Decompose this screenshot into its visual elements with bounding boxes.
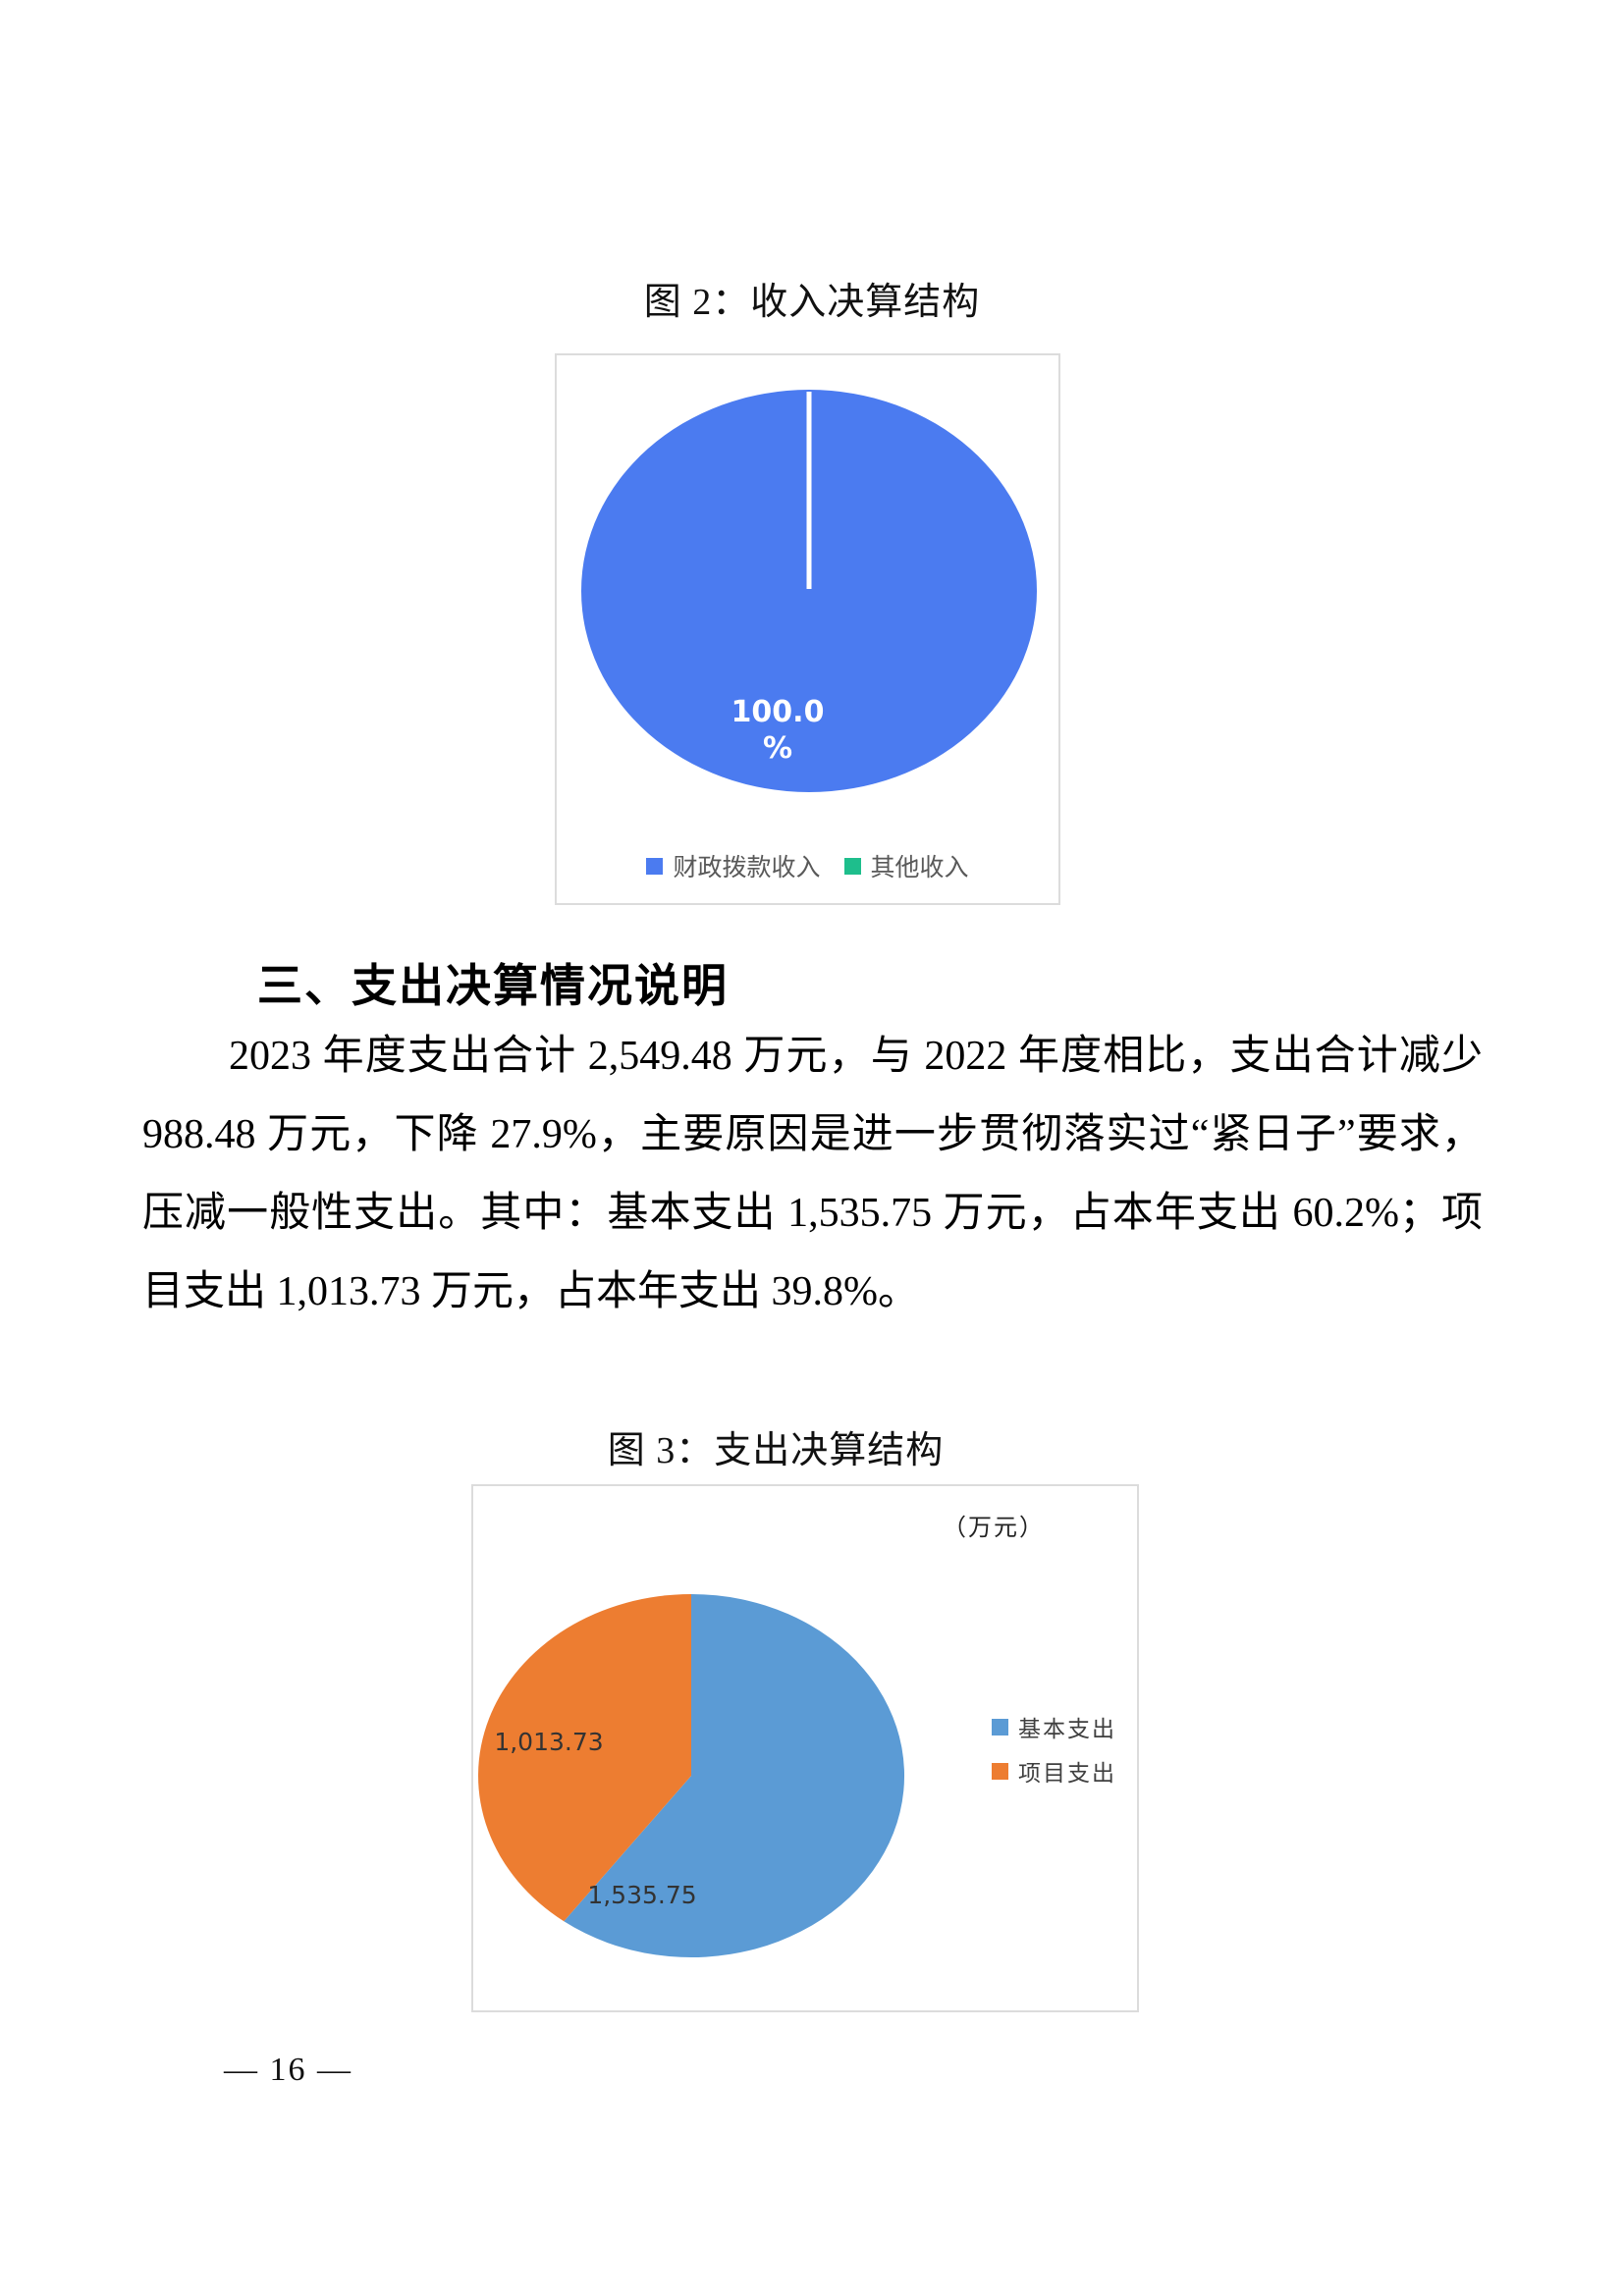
pie1-data-label-value: 100.0 bbox=[731, 695, 825, 729]
legend-item-other-income: 其他收入 bbox=[843, 848, 969, 883]
legend-swatch-orange-icon bbox=[992, 1762, 1008, 1780]
legend-label: 其他收入 bbox=[870, 854, 969, 881]
income-pie-chart bbox=[581, 390, 1037, 792]
figure2-chart: 100.0 % 财政拨款收入 其他收入 bbox=[555, 353, 1060, 905]
legend-swatch-green-icon bbox=[843, 857, 861, 875]
body-paragraph: 2023 年度支出合计 2,549.48 万元，与 2022 年度相比，支出合计… bbox=[142, 1034, 1483, 1314]
pie-slice-project-expenditure bbox=[478, 1594, 691, 1922]
page-number: — 16 — bbox=[224, 2052, 352, 2088]
legend-item-basic-expenditure: 基本支出 bbox=[992, 1710, 1116, 1743]
figure3-chart: （万元） 1,013.73 1,535.75 基本支出 项目支出 bbox=[471, 1484, 1139, 2012]
legend-swatch-blue-icon bbox=[646, 857, 664, 875]
pie1-data-label-unit: % bbox=[762, 731, 793, 766]
legend-label: 项目支出 bbox=[1018, 1761, 1116, 1786]
pie-slice-basic-expenditure bbox=[564, 1594, 905, 1957]
figure2-legend: 财政拨款收入 其他收入 bbox=[557, 848, 1058, 883]
basic-expenditure-data-label: 1,535.75 bbox=[587, 1881, 697, 1909]
figure3-legend: 基本支出 项目支出 bbox=[992, 1710, 1116, 1788]
pie1-data-label: 100.0 % bbox=[704, 694, 851, 767]
legend-item-project-expenditure: 项目支出 bbox=[992, 1754, 1116, 1788]
chart-unit-label: （万元） bbox=[943, 1516, 1045, 1541]
figure3-title: 图 3：支出决算结构 bbox=[607, 1430, 945, 1471]
expenditure-pie-chart bbox=[478, 1594, 905, 1957]
legend-label: 财政拨款收入 bbox=[673, 854, 821, 881]
project-expenditure-data-label: 1,013.73 bbox=[494, 1728, 604, 1756]
figure2-title: 图 2：收入决算结构 bbox=[643, 282, 981, 323]
section-heading: 三、支出决算情况说明 bbox=[257, 960, 729, 1011]
legend-item-fiscal-income: 财政拨款收入 bbox=[646, 848, 821, 883]
pie-slice-fiscal-income bbox=[581, 390, 1037, 792]
legend-swatch-blue-icon bbox=[992, 1718, 1008, 1735]
legend-label: 基本支出 bbox=[1018, 1717, 1116, 1741]
